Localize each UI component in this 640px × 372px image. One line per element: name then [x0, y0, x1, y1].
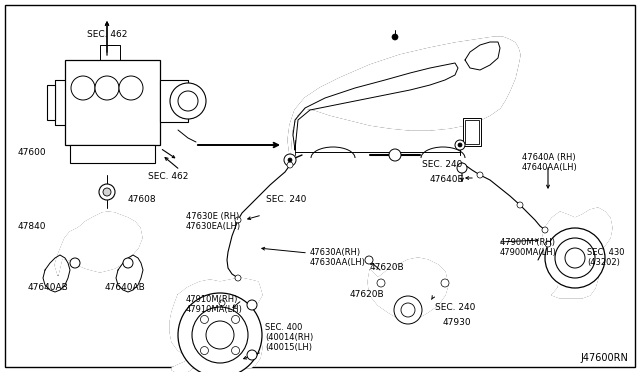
Text: (43202): (43202)	[587, 258, 620, 267]
Text: 47910MA(LH): 47910MA(LH)	[186, 305, 243, 314]
Text: SEC. 430: SEC. 430	[587, 248, 625, 257]
Circle shape	[232, 347, 239, 355]
Circle shape	[394, 296, 422, 324]
Circle shape	[457, 163, 467, 173]
Text: 47608: 47608	[128, 195, 157, 204]
Circle shape	[232, 315, 239, 323]
Text: 47840: 47840	[18, 222, 47, 231]
Text: SEC. 462: SEC. 462	[148, 172, 188, 181]
Text: SEC. 240: SEC. 240	[435, 303, 476, 312]
Circle shape	[401, 303, 415, 317]
Circle shape	[555, 238, 595, 278]
Circle shape	[247, 350, 257, 360]
Bar	[463, 118, 481, 146]
Circle shape	[119, 76, 143, 100]
Bar	[65, 60, 160, 145]
Circle shape	[365, 256, 373, 264]
Text: SEC. 240: SEC. 240	[266, 195, 307, 204]
Circle shape	[103, 188, 111, 196]
Bar	[70, 145, 155, 163]
Text: (40014(RH): (40014(RH)	[265, 333, 313, 342]
Circle shape	[192, 307, 248, 363]
Text: 47630AA(LH): 47630AA(LH)	[310, 258, 366, 267]
Text: SEC. 400: SEC. 400	[265, 323, 302, 332]
Circle shape	[458, 143, 462, 147]
Circle shape	[200, 315, 209, 323]
Polygon shape	[288, 37, 520, 155]
Circle shape	[288, 158, 292, 162]
Text: 47630A(RH): 47630A(RH)	[310, 248, 361, 257]
Circle shape	[455, 140, 465, 150]
Text: 47620B: 47620B	[370, 263, 404, 272]
Text: SEC. 240: SEC. 240	[422, 160, 462, 169]
Text: 47640E: 47640E	[430, 175, 464, 184]
Circle shape	[542, 227, 548, 233]
Circle shape	[123, 258, 133, 268]
Circle shape	[545, 228, 605, 288]
Polygon shape	[170, 278, 262, 372]
Circle shape	[70, 258, 80, 268]
Circle shape	[170, 83, 206, 119]
Circle shape	[99, 184, 115, 200]
Text: 47630E (RH): 47630E (RH)	[186, 212, 239, 221]
Circle shape	[200, 347, 209, 355]
Polygon shape	[542, 208, 612, 298]
Circle shape	[178, 293, 262, 372]
Text: 47640A (RH): 47640A (RH)	[522, 153, 575, 162]
Circle shape	[565, 248, 585, 268]
Text: 47640AB: 47640AB	[105, 283, 146, 292]
Circle shape	[178, 91, 198, 111]
Text: 47640AB: 47640AB	[28, 283, 68, 292]
Circle shape	[389, 149, 401, 161]
Circle shape	[284, 154, 296, 166]
Text: 47910M(RH): 47910M(RH)	[186, 295, 238, 304]
Circle shape	[206, 321, 234, 349]
Text: 47630EA(LH): 47630EA(LH)	[186, 222, 241, 231]
Text: 47900M (RH): 47900M (RH)	[500, 238, 555, 247]
Bar	[160, 80, 188, 122]
Circle shape	[235, 217, 241, 223]
Circle shape	[477, 172, 483, 178]
Circle shape	[247, 300, 257, 310]
Bar	[465, 120, 479, 144]
Circle shape	[235, 275, 241, 281]
Circle shape	[517, 202, 523, 208]
Circle shape	[392, 34, 398, 40]
Polygon shape	[368, 258, 448, 320]
Circle shape	[441, 279, 449, 287]
Polygon shape	[55, 212, 142, 275]
Text: 47930: 47930	[443, 318, 472, 327]
Text: J47600RN: J47600RN	[580, 353, 628, 363]
Circle shape	[219, 300, 225, 306]
Circle shape	[377, 279, 385, 287]
Bar	[47, 85, 55, 120]
Circle shape	[287, 162, 293, 168]
Text: 47900MA(LH): 47900MA(LH)	[500, 248, 557, 257]
Text: (40015(LH): (40015(LH)	[265, 343, 312, 352]
Circle shape	[95, 76, 119, 100]
Text: SEC. 462: SEC. 462	[87, 30, 127, 39]
Text: 47640AA(LH): 47640AA(LH)	[522, 163, 578, 172]
Text: 47620B: 47620B	[350, 290, 385, 299]
Circle shape	[71, 76, 95, 100]
Circle shape	[545, 241, 551, 247]
Text: 47600: 47600	[18, 148, 47, 157]
